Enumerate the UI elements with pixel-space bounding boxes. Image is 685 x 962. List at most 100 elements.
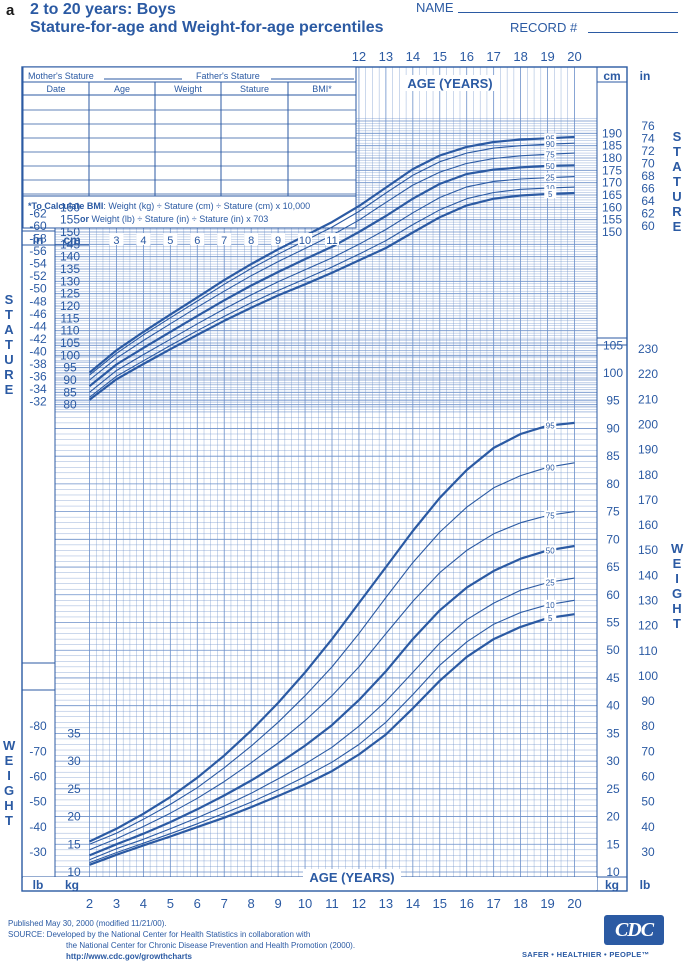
stature-in-tick-left: -38: [29, 357, 47, 371]
age-axis-title-bottom: AGE (YEARS): [309, 870, 394, 885]
stature-in-tick-right: 66: [641, 181, 655, 195]
age-tick-bottom: 19: [540, 896, 554, 911]
weight-letter: G: [671, 586, 683, 601]
age-tick-top: 13: [379, 49, 393, 64]
stature-cm-tick-left: 150: [60, 225, 80, 239]
weight-percentile-label: 25: [546, 579, 555, 588]
age-tick-bottom: 12: [352, 896, 366, 911]
stature-cm-tick-left: 145: [60, 237, 80, 251]
weight-kg-tick-right: 50: [606, 643, 620, 657]
chart-subtitle: Stature-for-age and Weight-for-age perce…: [30, 19, 384, 36]
weight-lb-tick-left: -50: [29, 795, 47, 809]
age-tick-mid: 3: [113, 235, 119, 247]
age-tick-bottom: 4: [140, 896, 147, 911]
weight-kg-tick-right: 80: [606, 477, 620, 491]
weight-letter: E: [4, 753, 14, 768]
record-label: RECORD #: [510, 20, 578, 35]
stature-cm-tick-left: 155: [60, 213, 80, 227]
weight-lb-tick-right: 100: [638, 669, 658, 683]
age-tick-bottom: 13: [379, 896, 393, 911]
weight-curve-p50: [89, 544, 575, 857]
stature-cm-tick-right: 180: [602, 151, 622, 165]
age-tick-bottom: 8: [248, 896, 255, 911]
record-table: Mother's Stature Father's Stature Date Ag…: [22, 66, 357, 229]
stature-letter: U: [672, 189, 682, 204]
weight-percentile-label: 5: [548, 614, 553, 623]
stature-letter: S: [4, 292, 14, 307]
weight-kg-tick-right: 25: [606, 782, 620, 796]
age-tick-mid: 8: [248, 235, 254, 247]
stature-in-tick-left: -52: [29, 269, 47, 283]
stature-in-tick-right: 68: [641, 169, 655, 183]
name-field-line[interactable]: [458, 12, 678, 13]
weight-kg-tick-left: 10: [67, 865, 81, 879]
age-tick-top: 15: [433, 49, 447, 64]
stature-cm-tick-left: 160: [60, 200, 80, 214]
age-tick-bottom: 18: [513, 896, 527, 911]
cdc-url-link[interactable]: http://www.cdc.gov/growthcharts: [66, 952, 192, 961]
weight-lb-tick-right: 60: [641, 770, 655, 784]
age-tick-top: 19: [540, 49, 554, 64]
weight-lb-tick-right: 140: [638, 568, 658, 582]
weight-kg-tick-right: 90: [606, 421, 620, 435]
record-field-line[interactable]: [588, 32, 678, 33]
age-tick-mid: 7: [221, 235, 227, 247]
table-col-header: Age: [114, 84, 130, 94]
age-tick-bottom: 3: [113, 896, 120, 911]
weight-lb-tick-left: -60: [29, 770, 47, 784]
weight-letter: E: [672, 556, 682, 571]
age-tick-top: 20: [567, 49, 581, 64]
stature-cm-tick-right: 150: [602, 225, 622, 239]
unit-cm-right: cm: [603, 69, 620, 83]
stature-curve-p25: [89, 175, 575, 393]
weight-kg-tick-right: 75: [606, 505, 620, 519]
age-tick-mid: 11: [326, 235, 337, 247]
stature-letter: A: [4, 322, 14, 337]
weight-percentile-label: 95: [546, 422, 555, 431]
weight-kg-tick-right: 85: [606, 449, 620, 463]
weight-letter: T: [673, 616, 681, 631]
stature-cm-tick-right: 170: [602, 176, 622, 190]
age-tick-bottom: 7: [221, 896, 228, 911]
age-tick-bottom: 16: [459, 896, 473, 911]
weight-kg-tick-left: 35: [67, 726, 81, 740]
age-tick-bottom: 6: [194, 896, 201, 911]
unit-lb-right: lb: [640, 878, 651, 892]
stature-letter: A: [672, 159, 682, 174]
unit-in-right: in: [640, 69, 651, 83]
stature-percentile-label: 10: [546, 184, 555, 193]
stature-in-tick-left: -40: [29, 344, 47, 358]
stature-cm-tick-right: 190: [602, 126, 622, 140]
age-tick-top: 18: [513, 49, 527, 64]
weight-curve-p90: [89, 462, 575, 845]
age-tick-mid: 6: [194, 235, 200, 247]
age-tick-bottom: 14: [406, 896, 420, 911]
stature-cm-tick-left: 80: [63, 398, 77, 412]
stature-cm-tick-right: 175: [602, 163, 622, 177]
source-note: SOURCE: Developed by the National Center…: [8, 930, 311, 939]
weight-lb-tick-right: 70: [641, 744, 655, 758]
weight-lb-tick-left: -80: [29, 719, 47, 733]
age-tick-mid: 4: [140, 235, 146, 247]
cdc-logo-text: CDC: [614, 918, 654, 941]
stature-cm-tick-left: 130: [60, 274, 80, 288]
weight-kg-tick-left: 25: [67, 782, 81, 796]
weight-letter: I: [7, 768, 11, 783]
stature-in-tick-left: -34: [29, 382, 47, 396]
stature-in-tick-left: -36: [29, 369, 47, 383]
stature-cm-tick-left: 85: [63, 385, 77, 399]
weight-lb-tick-right: 160: [638, 518, 658, 532]
weight-letter: H: [672, 601, 682, 616]
fathers-stature-label: Father's Stature: [196, 71, 260, 81]
weight-kg-tick-right: 15: [606, 837, 620, 851]
stature-curve-p10: [89, 186, 575, 398]
stature-letter: R: [672, 204, 682, 219]
stature-cm-tick-right: 165: [602, 188, 622, 202]
chart-title: 2 to 20 years: Boys: [30, 1, 176, 18]
age-tick-top: 14: [406, 49, 420, 64]
table-col-header: Weight: [174, 84, 202, 94]
stature-curve-p5: [88, 191, 575, 401]
bmi-formula-metric: *To Calculate BMI: Weight (kg) ÷ Stature…: [28, 201, 310, 211]
